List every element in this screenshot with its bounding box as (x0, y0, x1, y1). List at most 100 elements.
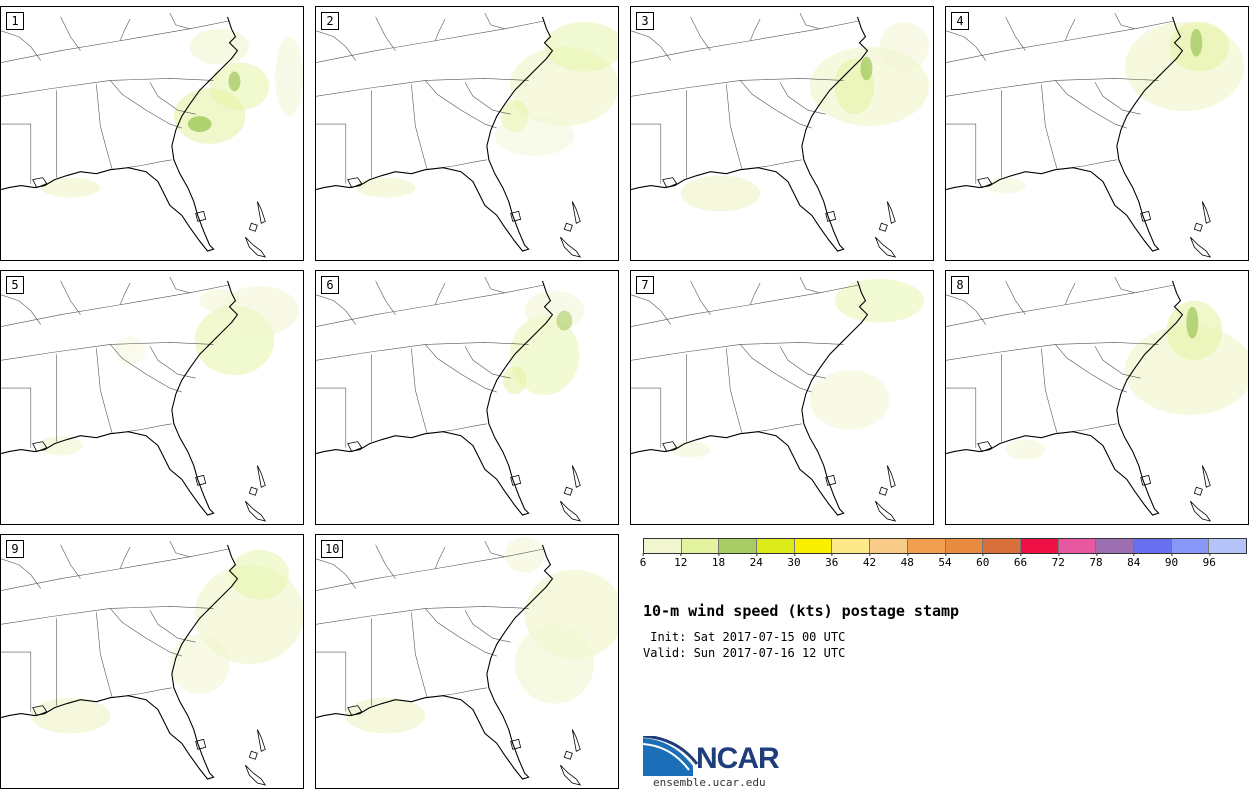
colorbar-tick-label: 72 (1051, 553, 1065, 569)
island (1140, 474, 1152, 486)
member-label: 8 (951, 276, 969, 294)
state-boundary (375, 280, 396, 315)
state-boundary (631, 20, 860, 63)
state-boundary (169, 12, 190, 30)
state-boundary (464, 346, 511, 379)
island (662, 177, 678, 189)
wind-speed-area (30, 697, 111, 734)
state-boundary (316, 78, 529, 97)
wind-speed-area (809, 370, 890, 430)
state-boundary (1055, 344, 1127, 393)
wind-speed-area (504, 536, 545, 573)
state-boundary (316, 606, 529, 625)
colorbar-swatch (1171, 539, 1210, 553)
member-label: 3 (636, 12, 654, 30)
colorbar-tick-label: 78 (1089, 553, 1103, 569)
state-boundary (464, 610, 511, 643)
colorbar-swatch (1020, 539, 1059, 553)
member-label: 6 (321, 276, 339, 294)
wind-speed-area (345, 697, 426, 734)
wind-speed-area (834, 278, 925, 323)
state-boundary (1, 548, 230, 591)
member-label: 7 (636, 276, 654, 294)
colorbar-swatch (983, 539, 1021, 553)
state-boundary (316, 342, 529, 361)
state-boundary (316, 284, 545, 327)
member-panel-4: 4 (945, 6, 1249, 261)
state-boundary (1005, 16, 1026, 51)
island (560, 764, 582, 786)
state-boundary (1064, 18, 1076, 41)
wind-speed-area (40, 177, 101, 198)
state-boundary (60, 280, 81, 315)
state-boundary (631, 78, 844, 97)
island (878, 486, 888, 496)
state-boundary (631, 284, 860, 327)
plot-title: 10-m wind speed (kts) postage stamp (643, 602, 960, 620)
state-boundary (631, 342, 844, 361)
state-boundary (946, 294, 986, 325)
state-boundary (1114, 276, 1135, 294)
colorbar-tick-label: 42 (862, 553, 877, 569)
island (347, 177, 363, 189)
island (248, 750, 258, 760)
island (1190, 500, 1212, 522)
state-boundary (484, 12, 505, 30)
colorbar-tick-label: 84 (1127, 553, 1141, 569)
island (32, 705, 48, 717)
member-panel-6: 6 (315, 270, 619, 525)
state-boundary (425, 80, 497, 129)
state-boundary (425, 344, 497, 393)
colorbar-swatch (870, 539, 908, 553)
state-boundary (169, 276, 190, 294)
wind-speed-area (509, 46, 618, 127)
colorbar-swatch (1133, 539, 1172, 553)
wind-speed-area (275, 36, 303, 117)
island (510, 210, 522, 222)
colorbar-swatch (681, 539, 720, 553)
basemap (1, 540, 303, 786)
colorbar-ticks: 6 12 18 24 30 36 42 48 54 60 66 72 78 84 90 96 (640, 553, 1247, 570)
state-boundary (1041, 348, 1058, 434)
state-boundary (631, 387, 662, 448)
state-boundary (749, 282, 761, 305)
island (245, 236, 267, 258)
state-boundary (425, 608, 497, 657)
colorbar-swatch (757, 539, 795, 553)
wind-speed-area (228, 71, 241, 92)
colorbar-swatch (1058, 539, 1097, 553)
island (886, 465, 896, 488)
state-boundary (316, 294, 356, 325)
state-boundary (690, 280, 711, 315)
state-boundary (1, 387, 32, 448)
state-boundary (1, 342, 214, 361)
colorbar-swatch (644, 539, 682, 553)
state-boundary (740, 344, 812, 393)
island (977, 177, 993, 189)
state-boundary (464, 82, 511, 115)
state-boundary (1064, 282, 1076, 305)
colorbar-tick-label: 48 (900, 553, 914, 569)
basemap (316, 536, 618, 786)
island (195, 474, 207, 486)
island (245, 500, 267, 522)
member-panel-8: 8 (945, 270, 1249, 525)
basemap (1, 276, 300, 522)
state-boundary (434, 282, 446, 305)
colorbar-tick-label: 36 (825, 553, 839, 569)
state-boundary (434, 546, 446, 569)
island (878, 222, 888, 232)
wind-speed-area (524, 290, 585, 331)
wind-speed-area (860, 56, 873, 81)
state-boundary (149, 82, 196, 115)
state-boundary (119, 546, 131, 569)
member-panel-9: 9 (0, 534, 304, 789)
coastline (316, 16, 554, 252)
state-boundary (169, 540, 190, 558)
logo-name: NCAR (696, 742, 780, 775)
island (1140, 210, 1152, 222)
logo-url: ensemble.ucar.edu (653, 776, 766, 789)
state-boundary (484, 540, 505, 558)
wind-speed-area (355, 177, 416, 198)
wind-speed-area (1190, 28, 1203, 57)
